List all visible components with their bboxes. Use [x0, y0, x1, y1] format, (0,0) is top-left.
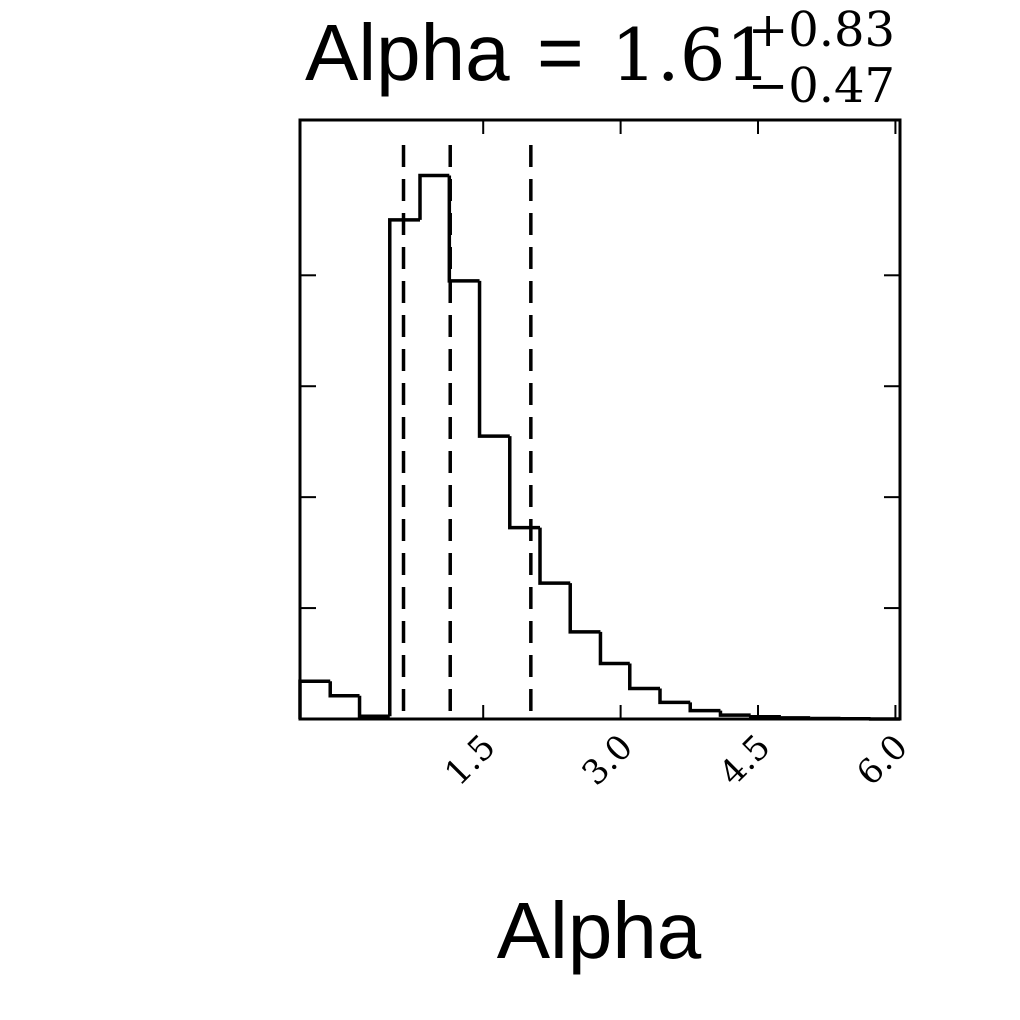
x-tick-label: 3.0 [574, 727, 641, 794]
title-param: Alpha [305, 8, 510, 97]
hist-bin [508, 436, 540, 530]
hist-bin [658, 688, 691, 705]
title-err-plus: +0.83 [748, 2, 895, 58]
title-equals: = [537, 8, 584, 97]
hist-bin [328, 681, 360, 698]
x-tick-label: 6.0 [849, 727, 916, 794]
hist-bin [477, 280, 510, 438]
hist-bin [357, 695, 390, 718]
hist-bin [598, 631, 630, 666]
title-value: 1.61 [611, 13, 771, 97]
hist-bin [447, 175, 480, 283]
hist-bin [418, 173, 450, 220]
hist-bin [538, 527, 571, 585]
hist-bin [568, 583, 601, 634]
axes-frame [298, 118, 902, 721]
hist-bin [628, 663, 660, 691]
plot-area: 1.5 3.0 4.5 6.0 [298, 120, 916, 794]
hist-bin [718, 710, 751, 717]
title-err-minus: −0.47 [748, 58, 895, 114]
chart-title: Alpha = 1.61 +0.83 −0.47 [305, 2, 895, 114]
hist-bin [298, 679, 331, 719]
x-tick-label: 4.5 [712, 727, 779, 794]
x-tick-label: 1.5 [437, 727, 504, 794]
x-axis-label: Alpha [497, 886, 702, 975]
hist-bin [748, 715, 781, 719]
hist-bin [388, 218, 420, 717]
hist-bin [688, 702, 721, 713]
